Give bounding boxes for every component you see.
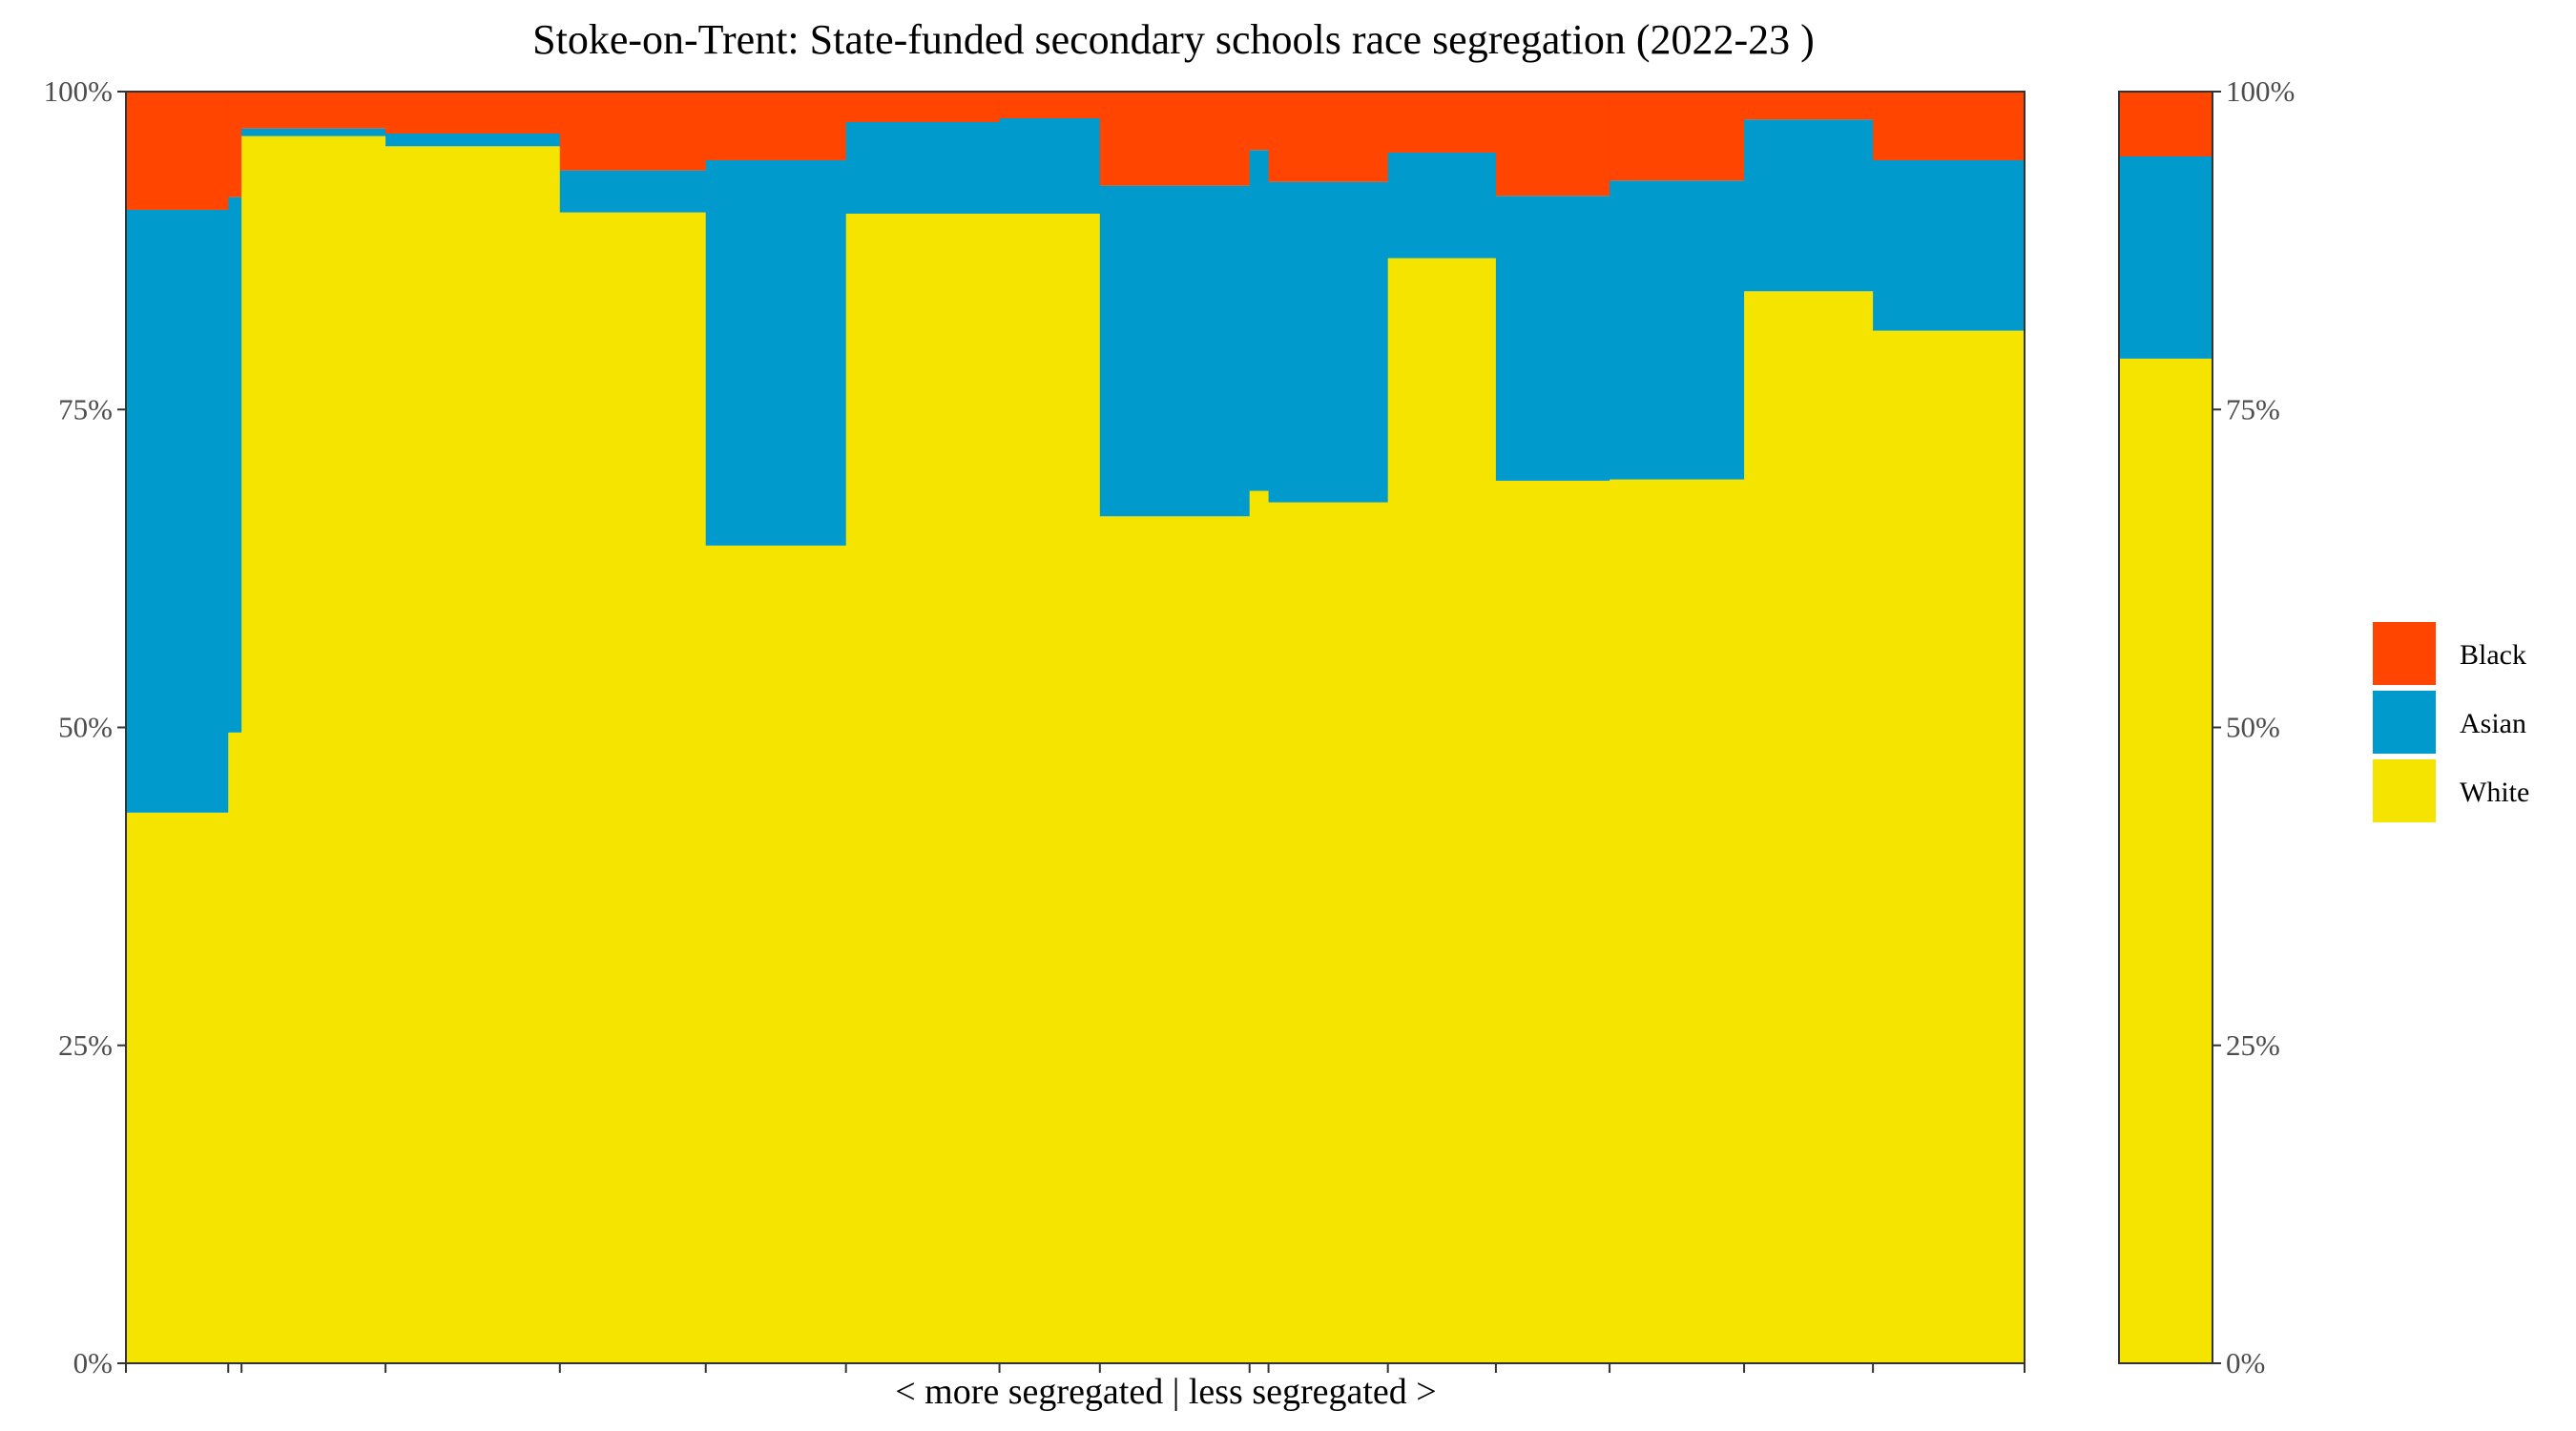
bar-segment-black-10: [1249, 92, 1270, 151]
bar-segment-white-2: [228, 732, 242, 1363]
bar-segment-white-13: [1495, 480, 1610, 1363]
legend-swatch-asian: [2373, 691, 2436, 754]
y-tick-label-right: 0%: [2226, 1346, 2265, 1379]
legend-label-asian: Asian: [2460, 708, 2526, 739]
bar-segment-asian-11: [1268, 181, 1389, 503]
y-tick-label-right: 75%: [2226, 392, 2280, 425]
bar-segment-asian-10: [1249, 150, 1270, 491]
x-axis-label: < more segregated | less segregated >: [895, 1372, 1436, 1412]
bar-segment-asian-1: [126, 209, 229, 813]
bar-segment-black-5: [559, 92, 707, 171]
legend-label-black: Black: [2460, 639, 2526, 671]
bar-segment-black-14: [1610, 92, 1745, 181]
bar-segment-white-11: [1268, 502, 1389, 1363]
y-tick-label-left: 25%: [58, 1028, 113, 1062]
bar-segment-black-11: [1268, 92, 1389, 182]
bar-segment-asian-4: [385, 133, 561, 147]
bar-segment-white-9: [1099, 516, 1251, 1363]
bar-segment-black-13: [1495, 92, 1610, 197]
legend-label-white: White: [2460, 777, 2529, 808]
bar-segment-white-3: [241, 135, 386, 1363]
overall-bar: [2119, 92, 2212, 1364]
bar-segment-black-2: [228, 92, 242, 197]
bar-segment-black-16: [1873, 92, 2025, 160]
bar-segment-black-1: [126, 92, 229, 210]
x-axis-ticks: [125, 1363, 2025, 1373]
bar-segment-white-15: [1744, 291, 1874, 1363]
bar-segment-asian-7: [845, 121, 1001, 214]
bar-segment-asian-12: [1387, 152, 1497, 259]
bar-segment-black-12: [1387, 92, 1497, 153]
bar-segment-white-14: [1610, 479, 1745, 1363]
bar-segment-white-8: [999, 213, 1101, 1364]
bar-segment-asian-3: [241, 128, 386, 136]
bar-segment-white-6: [705, 545, 847, 1363]
bar-segment-black-overall: [2119, 92, 2212, 156]
bar-segment-asian-2: [228, 197, 242, 733]
bar-segment-asian-overall: [2119, 156, 2212, 359]
bar-segment-asian-16: [1873, 159, 2025, 331]
bar-segment-black-9: [1099, 92, 1251, 186]
y-tick-label-right: 25%: [2226, 1028, 2280, 1062]
y-tick-label-right: 50%: [2226, 711, 2280, 744]
y-tick-label-left: 0%: [73, 1346, 113, 1379]
y-tick-label-left: 100%: [44, 74, 113, 108]
y-axis-right: 0% 25% 50% 75% 100%: [2212, 74, 2295, 1379]
bar-segment-asian-8: [999, 117, 1101, 214]
bar-segment-white-12: [1387, 258, 1497, 1363]
y-tick-label-left: 50%: [58, 711, 113, 744]
bar-segment-black-6: [705, 92, 847, 160]
bar-segment-asian-15: [1744, 119, 1874, 292]
bar-segment-white-7: [845, 213, 1001, 1364]
bar-segment-asian-5: [559, 170, 707, 213]
legend-swatch-black: [2373, 622, 2436, 685]
bar-segment-white-5: [559, 212, 707, 1363]
legend: Black Asian White: [2373, 622, 2529, 822]
bar-segment-black-8: [999, 92, 1101, 118]
bar-segment-white-overall: [2119, 358, 2212, 1364]
bar-segment-white-10: [1249, 490, 1270, 1363]
legend-swatch-white: [2373, 759, 2436, 822]
bar-segment-asian-14: [1610, 180, 1745, 480]
bar-segment-black-15: [1744, 92, 1874, 120]
bar-segment-asian-9: [1099, 185, 1251, 517]
bar-segment-black-7: [845, 92, 1001, 122]
bar-segment-black-3: [241, 92, 386, 129]
school-bars: [126, 92, 2025, 1364]
y-tick-label-left: 75%: [58, 392, 113, 425]
bar-segment-white-1: [126, 812, 229, 1363]
bar-segment-white-16: [1873, 330, 2025, 1364]
y-tick-label-right: 100%: [2226, 74, 2295, 108]
chart-title: Stoke-on-Trent: State-funded secondary s…: [532, 16, 1815, 63]
bar-segment-asian-13: [1495, 196, 1610, 481]
bar-segment-white-4: [385, 146, 561, 1363]
y-axis-left: 0% 25% 50% 75% 100%: [44, 74, 126, 1379]
bar-segment-black-4: [385, 92, 561, 134]
bar-segment-asian-6: [705, 159, 847, 546]
